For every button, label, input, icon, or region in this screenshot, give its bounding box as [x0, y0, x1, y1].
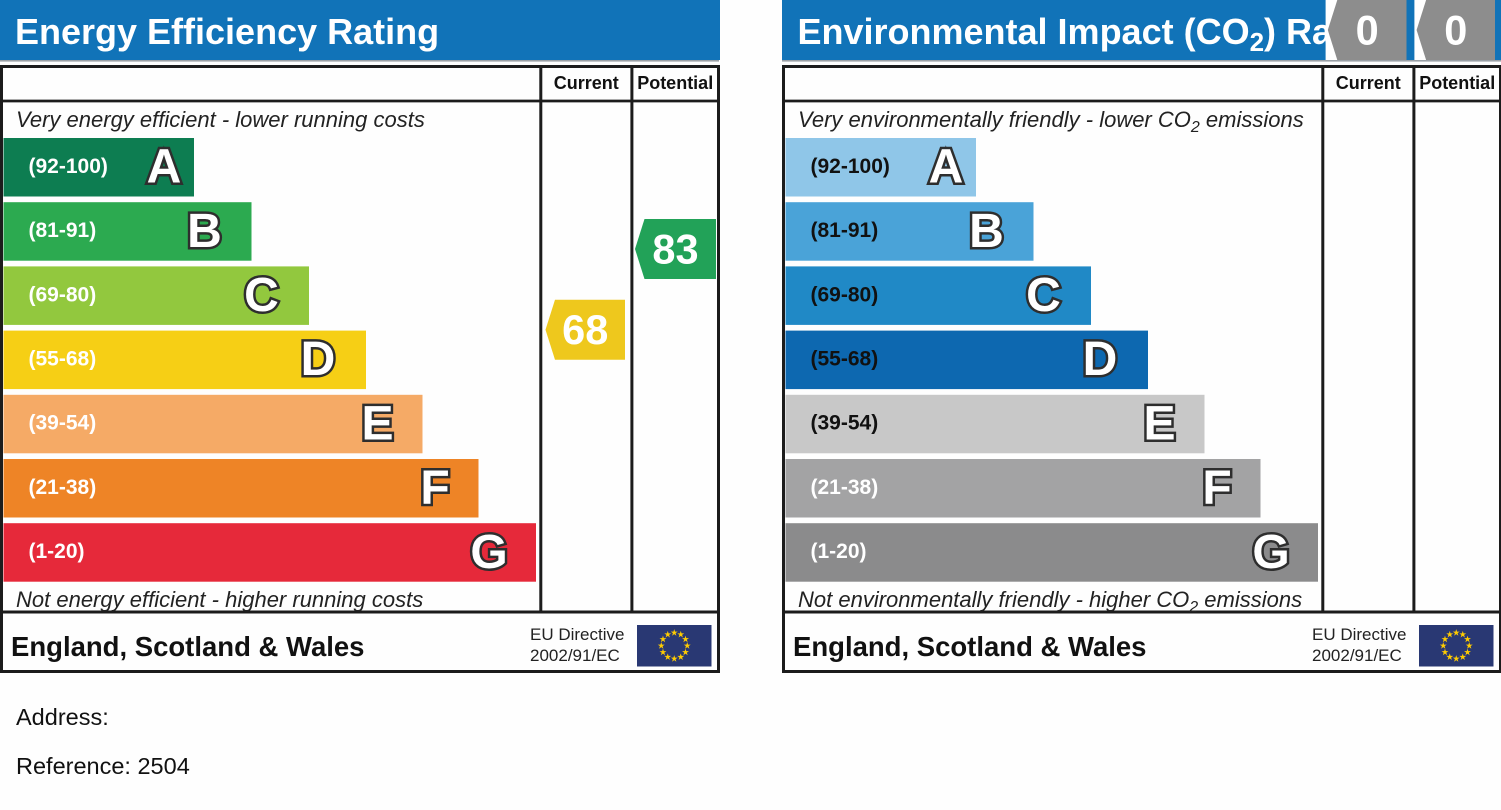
svg-text:(21-38): (21-38) — [811, 476, 879, 499]
svg-text:G: G — [1252, 526, 1289, 579]
svg-text:England, Scotland & Wales: England, Scotland & Wales — [793, 631, 1146, 662]
svg-text:(81-91): (81-91) — [29, 219, 97, 242]
svg-text:Potential: Potential — [1419, 73, 1495, 93]
svg-text:A: A — [147, 141, 182, 194]
svg-text:83: 83 — [652, 225, 698, 272]
svg-text:2002/91/EC: 2002/91/EC — [530, 646, 620, 665]
svg-text:(69-80): (69-80) — [29, 283, 97, 306]
svg-text:(39-54): (39-54) — [29, 412, 97, 435]
svg-text:B: B — [187, 205, 222, 258]
svg-text:Environmental Impact (CO2) Rat: Environmental Impact (CO2) Rating — [798, 11, 1399, 57]
svg-text:EU Directive: EU Directive — [530, 625, 624, 644]
svg-text:E: E — [1143, 397, 1175, 450]
svg-text:(39-54): (39-54) — [811, 412, 879, 435]
svg-text:Current: Current — [554, 73, 619, 93]
svg-text:Very energy efficient - lower: Very energy efficient - lower running co… — [16, 107, 425, 132]
svg-text:England, Scotland & Wales: England, Scotland & Wales — [11, 631, 364, 662]
svg-text:Current: Current — [1336, 73, 1401, 93]
svg-text:B: B — [969, 205, 1004, 258]
svg-text:2002/91/EC: 2002/91/EC — [1312, 646, 1402, 665]
svg-text:EU Directive: EU Directive — [1312, 625, 1406, 644]
svg-text:(69-80): (69-80) — [811, 283, 879, 306]
svg-text:(1-20): (1-20) — [811, 540, 867, 563]
svg-text:(92-100): (92-100) — [811, 155, 890, 178]
svg-text:F: F — [1202, 462, 1231, 515]
svg-text:D: D — [301, 333, 336, 386]
svg-text:(55-68): (55-68) — [29, 348, 97, 371]
svg-text:(1-20): (1-20) — [29, 540, 85, 563]
svg-text:Not energy efficient - higher: Not energy efficient - higher running co… — [16, 587, 423, 612]
svg-text:A: A — [929, 141, 964, 194]
svg-text:(21-38): (21-38) — [29, 476, 97, 499]
svg-text:F: F — [420, 462, 449, 515]
svg-text:(81-91): (81-91) — [811, 219, 879, 242]
svg-text:G: G — [470, 526, 507, 579]
svg-text:Potential: Potential — [637, 73, 713, 93]
svg-text:Energy Efficiency Rating: Energy Efficiency Rating — [15, 11, 439, 52]
svg-text:0: 0 — [1356, 6, 1379, 53]
svg-text:Not environmentally friendly -: Not environmentally friendly - higher CO… — [798, 587, 1302, 616]
svg-text:D: D — [1083, 333, 1118, 386]
svg-text:C: C — [1026, 269, 1061, 322]
svg-text:Very environmentally friendly: Very environmentally friendly - lower CO… — [798, 107, 1304, 136]
svg-text:C: C — [244, 269, 279, 322]
svg-text:(55-68): (55-68) — [811, 348, 879, 371]
svg-text:E: E — [361, 397, 393, 450]
svg-text:0: 0 — [1444, 6, 1467, 53]
svg-text:68: 68 — [562, 306, 608, 353]
svg-text:(92-100): (92-100) — [29, 155, 108, 178]
